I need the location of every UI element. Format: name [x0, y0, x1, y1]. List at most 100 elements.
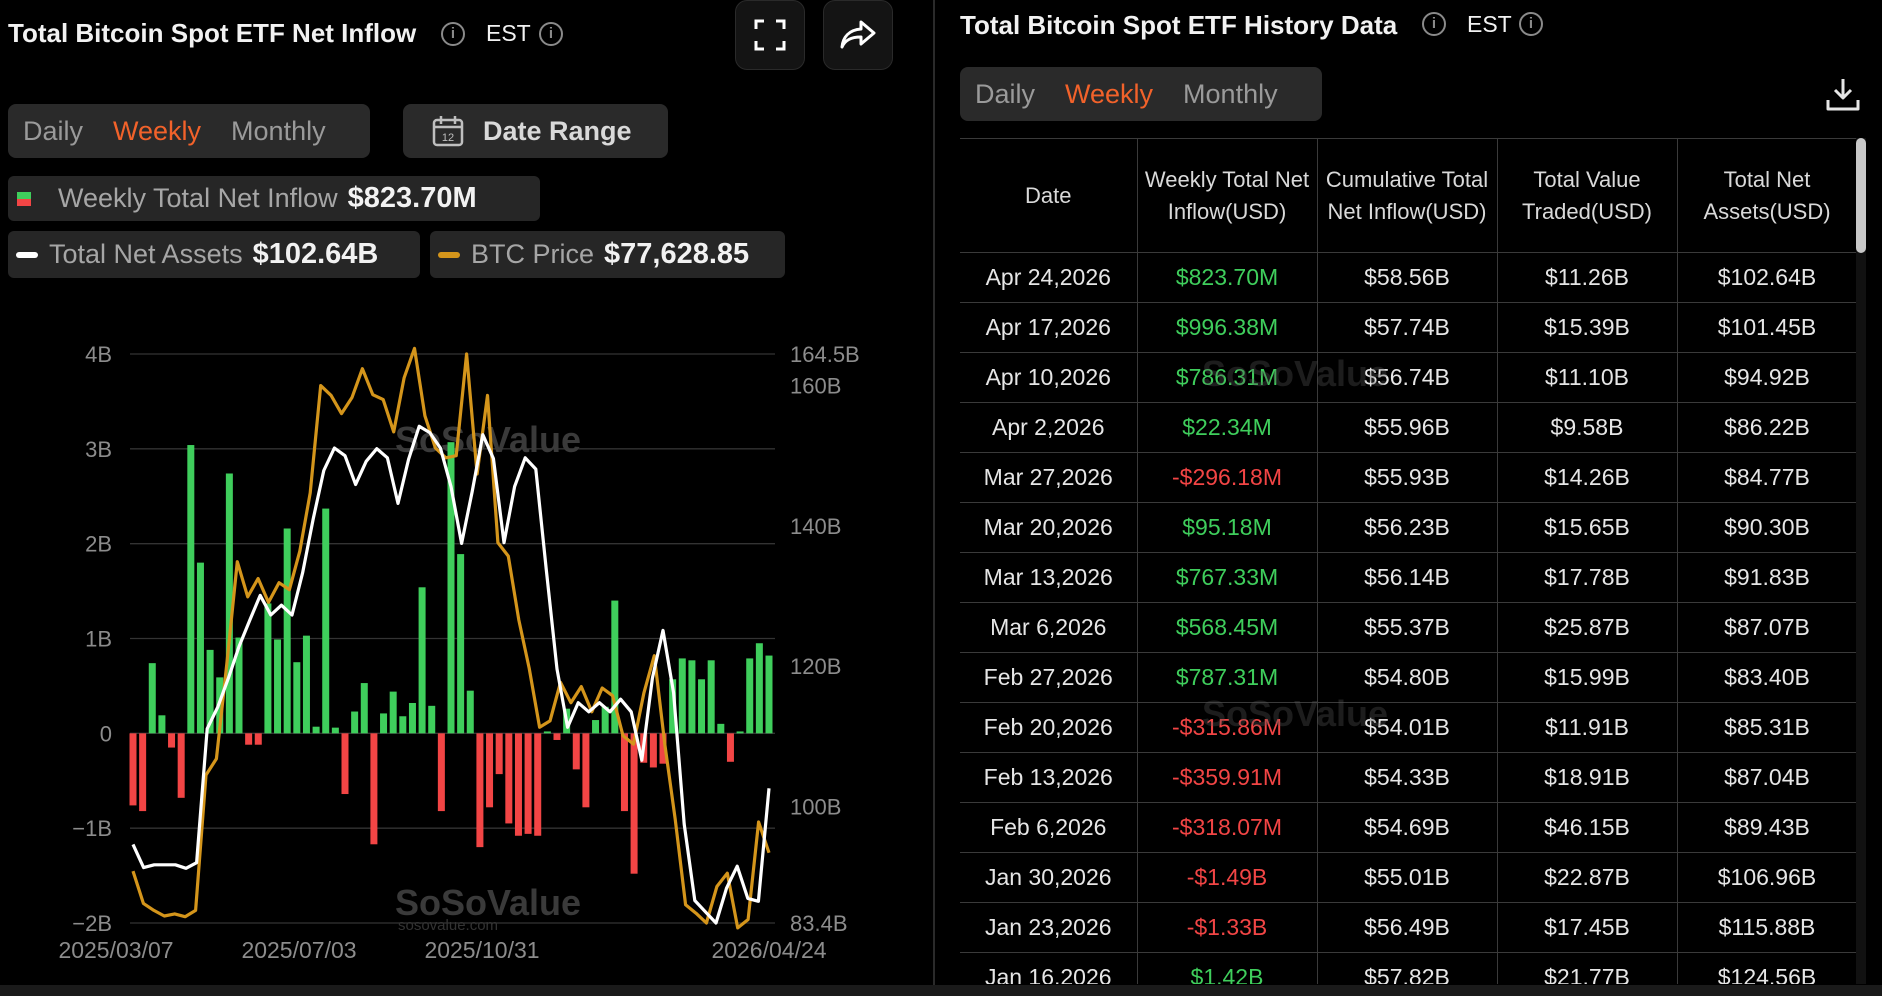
column-header-value-traded[interactable]: Total Value Traded(USD) [1496, 138, 1678, 253]
column-header-cumulative-inflow[interactable]: Cumulative Total Net Inflow(USD) [1316, 138, 1498, 253]
inflow-bar[interactable] [476, 733, 484, 848]
inflow-bar[interactable] [360, 683, 368, 734]
table-row[interactable]: Feb 20,2026 -$315.86M $54.01B $11.91B $85.31… [960, 702, 1857, 753]
inflow-bar[interactable] [225, 473, 233, 734]
table-row[interactable]: Feb 6,2026 -$318.07M $54.69B $46.15B $89.43B [960, 802, 1857, 853]
tab-monthly[interactable]: Monthly [1183, 78, 1278, 109]
inflow-bar[interactable] [543, 731, 551, 734]
table-row[interactable]: Apr 17,2026 $996.38M $57.74B $15.39B $101.45… [960, 302, 1857, 353]
inflow-bar[interactable] [717, 723, 725, 734]
table-row[interactable]: Mar 6,2026 $568.45M $55.37B $25.87B $87.07B [960, 602, 1857, 653]
inflow-bar[interactable] [572, 733, 580, 770]
inflow-bar[interactable] [620, 733, 628, 812]
inflow-bar[interactable] [428, 705, 436, 734]
inflow-bar[interactable] [688, 660, 696, 734]
inflow-bar[interactable] [514, 733, 522, 836]
inflow-bar[interactable] [592, 720, 600, 734]
inflow-bar[interactable] [302, 635, 310, 734]
inflow-bar[interactable] [649, 733, 657, 768]
inflow-bar[interactable] [408, 702, 416, 734]
inflow-bar[interactable] [399, 716, 407, 734]
inflow-bar[interactable] [553, 733, 561, 740]
inflow-bar[interactable] [524, 733, 532, 834]
inflow-bar[interactable] [505, 733, 513, 824]
column-header-date[interactable]: Date [960, 138, 1138, 253]
inflow-bar[interactable] [534, 733, 542, 836]
inflow-bar[interactable] [351, 711, 359, 734]
column-header-net-assets[interactable]: Total Net Assets(USD) [1676, 138, 1857, 253]
table-row[interactable]: Jan 16,2026 $1.42B $57.82B $21.77B $124.56B [960, 952, 1857, 984]
inflow-bar[interactable] [726, 733, 734, 762]
table-row[interactable]: Apr 24,2026 $823.70M $58.56B $11.26B $102.64… [960, 252, 1857, 303]
inflow-bar[interactable] [293, 662, 301, 734]
share-button[interactable] [823, 0, 893, 70]
inflow-bar[interactable] [746, 658, 754, 734]
table-row[interactable]: Apr 10,2026 $786.31M $56.74B $11.10B $94.92B [960, 352, 1857, 403]
inflow-bar[interactable] [447, 442, 455, 734]
inflow-bar[interactable] [341, 733, 349, 795]
inflow-bar[interactable] [755, 643, 763, 734]
column-header-weekly-inflow[interactable]: Weekly Total Net Inflow(USD) [1136, 138, 1318, 253]
inflow-bar[interactable] [582, 733, 590, 808]
inflow-bar[interactable] [187, 445, 195, 734]
tab-daily[interactable]: Daily [23, 115, 84, 146]
info-icon[interactable]: i [1422, 12, 1446, 36]
timezone-info-icon[interactable]: i [1519, 12, 1543, 36]
inflow-bar[interactable] [380, 713, 388, 734]
inflow-bar[interactable] [698, 679, 706, 734]
legend-assets[interactable]: Total Net Assets $102.64B [8, 231, 420, 278]
table-row[interactable]: Apr 2,2026 $22.34M $55.96B $9.58B $86.22B [960, 402, 1857, 453]
inflow-bar[interactable] [466, 690, 474, 734]
history-table-container[interactable]: Date Weekly Total Net Inflow(USD) Cumula… [960, 138, 1857, 984]
inflow-bar[interactable] [235, 637, 243, 734]
inflow-bar[interactable] [736, 731, 744, 734]
inflow-bar[interactable] [206, 649, 214, 734]
inflow-bar[interactable] [274, 639, 282, 734]
tab-monthly[interactable]: Monthly [231, 115, 326, 146]
download-button[interactable] [1825, 76, 1861, 117]
inflow-bar[interactable] [196, 562, 204, 734]
legend-btc[interactable]: BTC Price $77,628.85 [430, 231, 785, 278]
btc-price-line[interactable] [131, 346, 771, 930]
inflow-bar[interactable] [630, 733, 638, 874]
inflow-bar[interactable] [457, 554, 465, 734]
info-icon[interactable]: i [441, 22, 465, 46]
inflow-bar[interactable] [322, 508, 330, 734]
tab-weekly[interactable]: Weekly [1065, 78, 1154, 109]
inflow-bar[interactable] [312, 726, 320, 734]
inflow-bar[interactable] [765, 655, 773, 734]
inflow-bar[interactable] [158, 715, 166, 734]
inflow-bar[interactable] [659, 733, 667, 764]
fullscreen-button[interactable] [735, 0, 805, 70]
inflow-bar[interactable] [331, 727, 339, 734]
table-row[interactable]: Feb 27,2026 $787.31M $54.80B $15.99B $83.40B [960, 652, 1857, 703]
inflow-bar[interactable] [669, 679, 677, 734]
inflow-bar[interactable] [389, 691, 397, 734]
horizontal-scrollbar[interactable] [0, 985, 1882, 996]
net-assets-line[interactable] [131, 424, 771, 925]
tab-daily[interactable]: Daily [975, 78, 1036, 109]
inflow-bar[interactable] [707, 660, 715, 734]
inflow-bar[interactable] [177, 733, 185, 798]
inflow-bar[interactable] [129, 733, 137, 806]
inflow-bar[interactable] [678, 658, 686, 734]
date-range-button[interactable]: 12 Date Range [403, 104, 668, 158]
tab-weekly[interactable]: Weekly [113, 115, 202, 146]
inflow-bar[interactable] [370, 733, 378, 845]
inflow-chart[interactable]: SoSoValue SoSoValue sosovalue.com 4B 3B 2B… [0, 0, 932, 996]
table-scrollbar[interactable] [1856, 138, 1866, 984]
inflow-bar[interactable] [264, 603, 272, 734]
inflow-bar[interactable] [601, 706, 609, 734]
inflow-bar[interactable] [486, 733, 494, 808]
scrollbar-thumb[interactable] [1856, 138, 1866, 253]
table-row[interactable]: Feb 13,2026 -$359.91M $54.33B $18.91B $87.04… [960, 752, 1857, 803]
table-row[interactable]: Jan 23,2026 -$1.33B $56.49B $17.45B $115.88B [960, 902, 1857, 953]
inflow-bar[interactable] [611, 600, 619, 734]
table-row[interactable]: Mar 20,2026 $95.18M $56.23B $15.65B $90.30B [960, 502, 1857, 553]
inflow-bar[interactable] [495, 733, 503, 775]
inflow-bar[interactable] [148, 663, 156, 734]
table-row[interactable]: Mar 27,2026 -$296.18M $55.93B $14.26B $84.77… [960, 452, 1857, 503]
inflow-bar[interactable] [245, 733, 253, 745]
legend-inflow[interactable]: Weekly Total Net Inflow $823.70M [8, 176, 540, 221]
inflow-bar[interactable] [418, 587, 426, 734]
